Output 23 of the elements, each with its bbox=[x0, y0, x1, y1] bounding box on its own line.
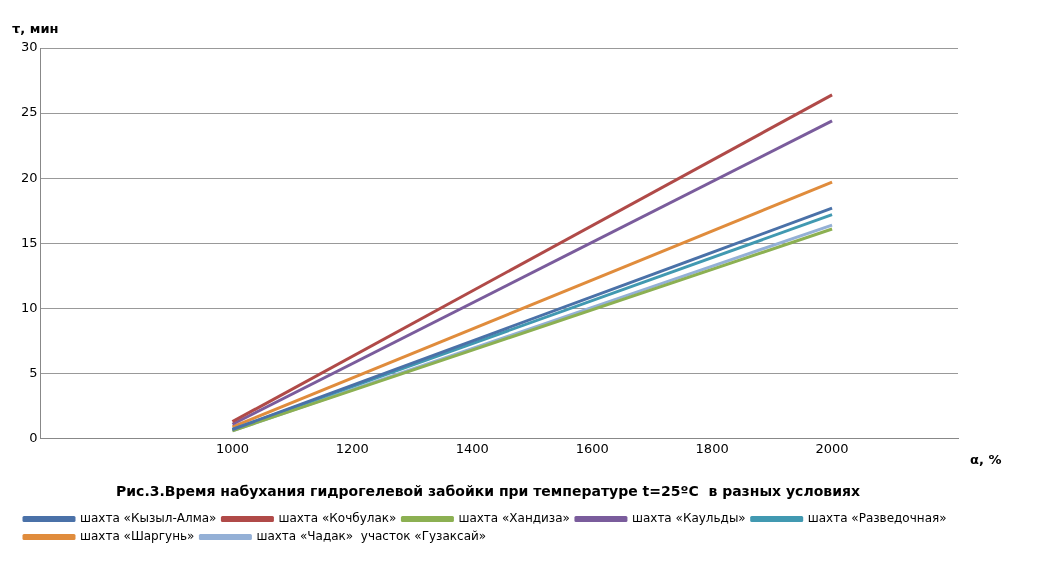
legend-label: шахта «Кызыл-Алма» bbox=[80, 511, 217, 526]
x-tick-label: 1800 bbox=[695, 440, 729, 456]
legend-label: шахта «Кочбулак» bbox=[278, 511, 397, 526]
y-axis-title: τ, мин bbox=[12, 20, 59, 36]
x-tick-label: 2000 bbox=[815, 440, 849, 456]
y-tick-label: 20 bbox=[21, 169, 38, 185]
legend-label: шахта «Каульды» bbox=[631, 511, 746, 526]
legend-label: шахта «Хандиза» bbox=[458, 511, 570, 526]
x-tick-label: 1600 bbox=[575, 440, 609, 456]
y-tick-label: 15 bbox=[21, 234, 38, 250]
y-tick-label: 0 bbox=[29, 429, 38, 445]
y-tick-label: 25 bbox=[21, 104, 38, 120]
y-tick-label: 5 bbox=[29, 364, 38, 380]
legend-label: шахта «Чадак» участок «Гузаксай» bbox=[256, 529, 487, 544]
x-axis-title: α, % bbox=[970, 451, 1002, 467]
y-tick-label: 30 bbox=[21, 39, 38, 55]
x-tick-label: 1400 bbox=[455, 440, 489, 456]
x-tick-label: 1200 bbox=[335, 440, 369, 456]
legend-label: шахта «Разведочная» bbox=[807, 511, 947, 526]
x-tick-label: 1000 bbox=[215, 440, 249, 456]
y-tick-label: 10 bbox=[21, 299, 38, 315]
legend-label: шахта «Шаргунь» bbox=[80, 529, 195, 544]
text: Рис.3.Время набухания гидрогелевой забойки при температуре t=25ºC в разных условиях bbox=[116, 483, 860, 500]
